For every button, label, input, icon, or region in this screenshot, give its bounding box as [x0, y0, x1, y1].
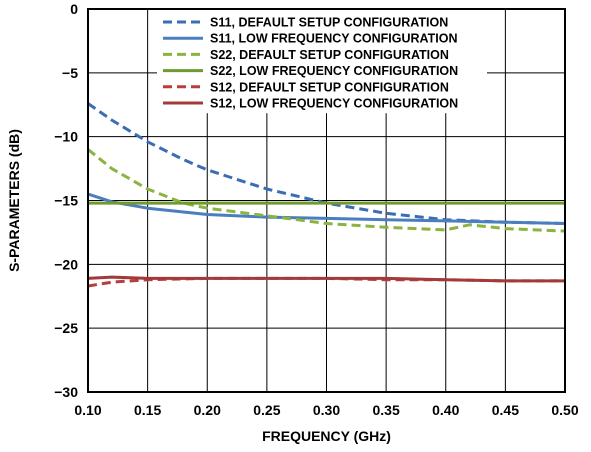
- series-line-s22-default-setup-configuration: [87, 148, 566, 233]
- legend-label: S11, DEFAULT SETUP CONFIGURATION: [210, 16, 448, 30]
- series-line-s12-low-frequency-configuration: [87, 275, 565, 283]
- x-tick-label: 0.25: [253, 402, 280, 418]
- legend-label: S11, LOW FREQUENCY CONFIGURATION: [210, 32, 457, 46]
- x-tick-label: 0.40: [432, 402, 459, 418]
- legend: S11, DEFAULT SETUP CONFIGURATION S11, LOW…: [163, 16, 458, 111]
- y-axis-title: S-PARAMETERS (dB): [6, 129, 22, 272]
- y-tick-label: −15: [54, 193, 78, 209]
- y-tick-label: −20: [54, 256, 78, 272]
- x-tick-label: 0.35: [373, 402, 400, 418]
- series-line-s11-low-frequency-configuration: [87, 192, 566, 225]
- y-tick-label: −10: [54, 129, 78, 145]
- x-tick-label: 0.10: [74, 402, 101, 418]
- x-tick-label: 0.20: [194, 402, 221, 418]
- legend-label: S22, DEFAULT SETUP CONFIGURATION: [210, 48, 449, 62]
- y-tick-label: −30: [54, 384, 78, 400]
- plot-frame: [87, 8, 566, 393]
- legend-label: S12, DEFAULT SETUP CONFIGURATION: [210, 80, 449, 94]
- x-axis-title: FREQUENCY (GHz): [262, 428, 391, 444]
- y-tick-label: 0: [70, 1, 78, 17]
- legend-label: S22, LOW FREQUENCY CONFIGURATION: [210, 64, 458, 78]
- y-tick-label: −25: [54, 320, 78, 336]
- x-tick-label: 0.30: [313, 402, 340, 418]
- legend-label: S12, LOW FREQUENCY CONFIGURATION: [210, 97, 458, 111]
- tick-labels: 0.10 0.15 0.20 0.25 0.30 0.35 0.40 0.45 0.50 0 −5 −…: [54, 1, 579, 418]
- series-line-s11-default-setup-configuration: [87, 102, 566, 225]
- x-tick-label: 0.50: [551, 402, 578, 418]
- y-tick-label: −5: [62, 65, 78, 81]
- x-tick-label: 0.45: [492, 402, 519, 418]
- series-lines: [87, 102, 566, 288]
- x-tick-label: 0.15: [134, 402, 161, 418]
- legend-background: [157, 10, 487, 114]
- series-line-s12-default-setup-configuration: [87, 276, 565, 288]
